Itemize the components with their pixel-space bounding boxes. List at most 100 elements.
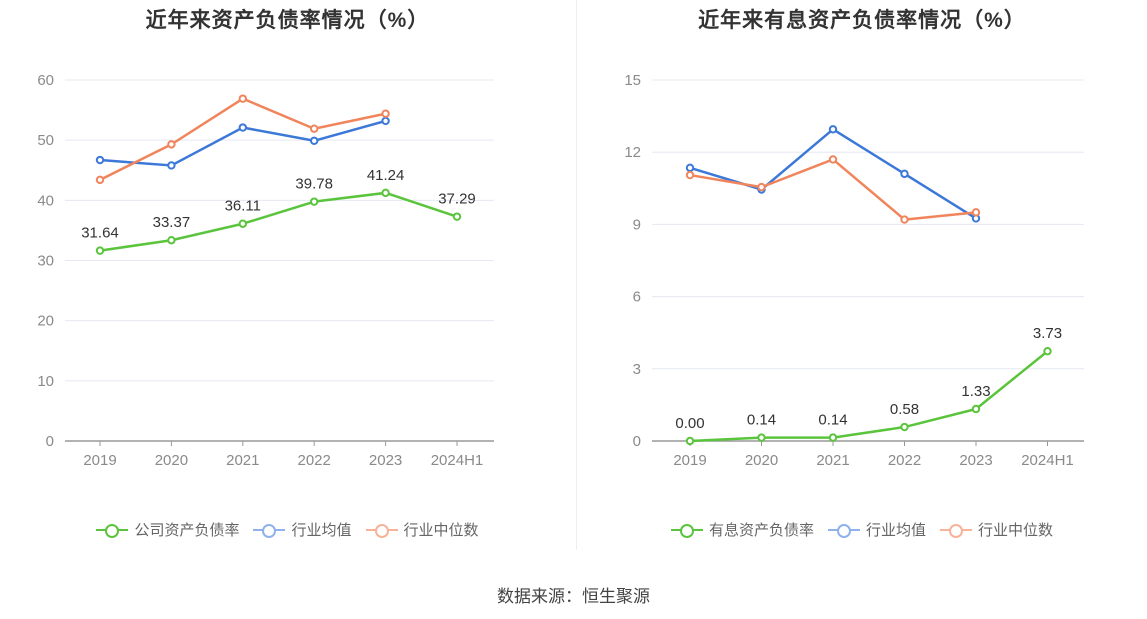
data-label: 0.14	[818, 412, 847, 429]
legend-label: 有息资产负债率	[708, 522, 814, 539]
data-point[interactable]	[381, 116, 390, 126]
x-tick-label: 2020	[155, 452, 188, 469]
x-tick-label: 2021	[226, 452, 259, 469]
y-tick-label: 60	[37, 72, 54, 89]
data-label: 37.29	[438, 191, 476, 208]
y-tick-label: 0	[633, 433, 641, 450]
data-point[interactable]	[167, 161, 176, 170]
data-point[interactable]	[310, 124, 319, 133]
data-point[interactable]	[310, 197, 319, 206]
x-tick-label: 2023	[959, 452, 992, 469]
data-point[interactable]	[828, 433, 838, 442]
data-point[interactable]	[95, 155, 105, 165]
x-tick-label: 2024H1	[1021, 452, 1074, 469]
legend-swatch-icon	[827, 523, 860, 538]
data-label: 31.64	[81, 225, 119, 242]
y-tick-label: 10	[37, 373, 54, 390]
x-tick-label: 2021	[816, 452, 849, 469]
legend-label: 行业均值	[865, 522, 926, 539]
chart-title: 近年来有息资产负债率情况（%）	[698, 9, 1026, 32]
data-point[interactable]	[95, 246, 105, 255]
data-point[interactable]	[167, 140, 176, 149]
data-point[interactable]	[95, 175, 105, 185]
data-label: 0.14	[747, 412, 776, 429]
x-tick-label: 2019	[673, 452, 706, 469]
series-line	[689, 350, 1049, 443]
data-label: 0.58	[890, 401, 919, 418]
chart-area: 0 10 20 30 40 50 60 2019 2020 2021 2022 2023 2024H1 3…	[37, 72, 494, 469]
chart-panel-debt-ratio: 近年来资产负债率情况（%） 0 10 20 30 40 50 60 2019 2020 2021 2…	[0, 0, 575, 560]
x-tick-label: 2022	[298, 452, 331, 469]
series-line	[99, 97, 386, 181]
y-tick-label: 20	[37, 313, 54, 330]
chart-title: 近年来资产负债率情况（%）	[145, 9, 430, 32]
x-tick-label: 2023	[369, 452, 402, 469]
data-point[interactable]	[900, 422, 909, 432]
y-tick-label: 30	[37, 253, 54, 270]
y-tick-label: 9	[633, 216, 641, 233]
series-line	[689, 158, 977, 221]
data-point[interactable]	[685, 163, 695, 173]
panel-divider	[576, 0, 577, 550]
legend-label: 行业中位数	[978, 522, 1054, 539]
data-label: 3.73	[1033, 325, 1062, 342]
y-tick-label: 40	[37, 192, 54, 209]
y-tick-label: 0	[46, 433, 54, 450]
data-point[interactable]	[757, 182, 766, 192]
data-point[interactable]	[381, 109, 390, 118]
data-point[interactable]	[900, 169, 909, 179]
x-tick-label: 2020	[745, 452, 778, 469]
chart-legend: 有息资产负债率 行业均值 行业中位数	[577, 519, 1147, 540]
legend-label: 行业中位数	[403, 522, 479, 539]
legend-swatch-icon	[96, 523, 129, 538]
data-label: 0.00	[675, 415, 704, 432]
data-source-note: 数据来源：恒生聚源	[497, 587, 650, 606]
chart-panel-interest-bearing-debt-ratio: 近年来有息资产负债率情况（%） 0 3 6 9 12 15 2019 2020 2021 2022…	[577, 0, 1147, 560]
legend-swatch-icon	[940, 523, 972, 538]
y-tick-label: 50	[37, 132, 54, 149]
data-point[interactable]	[900, 215, 909, 224]
y-tick-label: 3	[633, 361, 641, 378]
legend-item-industry-mean[interactable]: 行业均值	[253, 519, 352, 540]
data-point[interactable]	[238, 123, 248, 132]
data-label: 36.11	[225, 198, 261, 215]
y-tick-label: 15	[624, 72, 641, 89]
data-point[interactable]	[1043, 347, 1052, 356]
series-line	[99, 191, 458, 252]
data-label: 33.37	[153, 214, 191, 231]
data-point[interactable]	[828, 155, 838, 164]
x-tick-label: 2022	[888, 452, 921, 469]
series-line	[689, 128, 977, 220]
data-point[interactable]	[452, 212, 462, 221]
legend-swatch-icon	[365, 523, 398, 538]
x-tick-label: 2024H1	[431, 452, 484, 469]
data-label: 1.33	[961, 383, 990, 400]
legend-swatch-icon	[670, 523, 703, 538]
x-tick-label: 2019	[83, 452, 116, 469]
legend-item-company[interactable]: 公司资产负债率	[96, 519, 239, 540]
data-point[interactable]	[757, 433, 766, 442]
data-label: 41.24	[367, 167, 405, 184]
data-point[interactable]	[381, 188, 390, 198]
data-point[interactable]	[685, 170, 695, 180]
legend-item-industry-median[interactable]: 行业中位数	[365, 519, 479, 540]
data-point[interactable]	[971, 208, 981, 217]
y-tick-label: 12	[624, 144, 641, 161]
data-point[interactable]	[167, 236, 176, 245]
legend-item-industry-mean[interactable]: 行业均值	[827, 519, 926, 540]
legend-label: 公司资产负债率	[134, 522, 240, 539]
y-tick-label: 6	[633, 289, 641, 306]
data-point[interactable]	[971, 404, 981, 414]
legend-label: 行业均值	[291, 522, 352, 539]
data-point[interactable]	[828, 125, 838, 134]
data-point[interactable]	[238, 219, 248, 228]
legend-item-industry-median[interactable]: 行业中位数	[940, 519, 1053, 540]
chart-legend: 公司资产负债率 行业均值 行业中位数	[0, 519, 575, 540]
legend-swatch-icon	[253, 523, 286, 538]
data-label: 39.78	[295, 176, 333, 193]
data-point[interactable]	[685, 436, 695, 446]
data-point[interactable]	[238, 94, 248, 103]
data-point[interactable]	[310, 136, 319, 145]
legend-item-company[interactable]: 有息资产负债率	[670, 519, 814, 540]
chart-area: 0 3 6 9 12 15 2019 2020 2021 2022 2023 2024H1 0.00 0.…	[624, 72, 1084, 469]
